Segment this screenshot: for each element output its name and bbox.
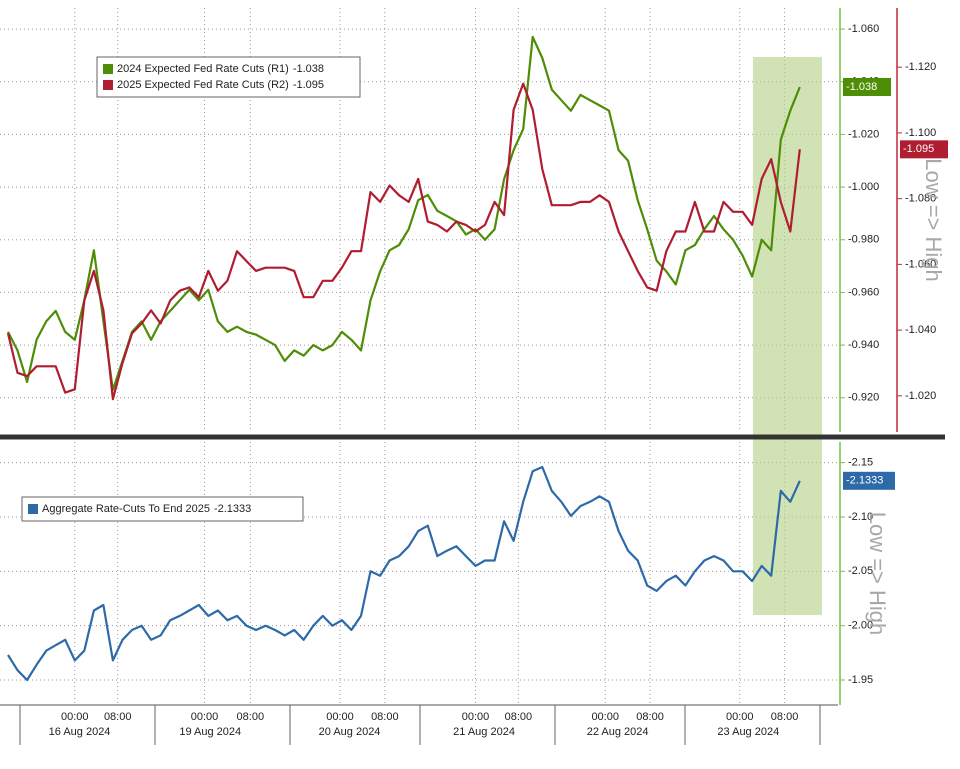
y-tick-label: -1.040 bbox=[905, 324, 936, 336]
y-tick-label: -1.020 bbox=[905, 390, 936, 402]
series-line bbox=[6, 82, 801, 401]
y-tick-label: -0.980 bbox=[848, 234, 879, 246]
x-tick-label: 08:00 bbox=[636, 711, 664, 723]
x-tick-label: 08:00 bbox=[104, 711, 132, 723]
x-tick-label: 00:00 bbox=[726, 711, 754, 723]
x-tick-label: 00:00 bbox=[462, 711, 490, 723]
x-tick-label: 08:00 bbox=[237, 711, 265, 723]
legend-box bbox=[96, 56, 361, 98]
last-value-label: -1.095 bbox=[903, 143, 934, 155]
series-line bbox=[7, 35, 801, 391]
y-tick-label: -1.95 bbox=[848, 674, 873, 686]
highlight-region bbox=[753, 57, 822, 615]
x-tick-label: 08:00 bbox=[371, 711, 399, 723]
last-value-tag bbox=[900, 140, 948, 159]
y-axis-note: Low => High bbox=[865, 512, 890, 636]
y-tick-label: -1.060 bbox=[848, 23, 879, 35]
y-tick-label: -1.020 bbox=[848, 128, 879, 140]
last-value-tag bbox=[843, 471, 895, 490]
x-date-label: 16 Aug 2024 bbox=[49, 726, 111, 738]
series-line bbox=[7, 465, 801, 682]
x-tick-label: 00:00 bbox=[191, 711, 219, 723]
y-axis-note: Low => High bbox=[921, 158, 946, 282]
y-tick-label: -1.080 bbox=[905, 193, 936, 205]
legend-value: -1.038 bbox=[293, 63, 324, 75]
y-tick-label: -2.15 bbox=[848, 457, 873, 469]
legend-swatch bbox=[103, 80, 113, 90]
last-value-tag bbox=[843, 78, 891, 97]
legend-box bbox=[21, 496, 304, 522]
lines-layer bbox=[6, 35, 801, 682]
annotation-layer: 00:00 08:00 00:00 08:00 00:00 08:00 00:00 08:00… bbox=[21, 8, 948, 738]
x-date-label: 20 Aug 2024 bbox=[319, 726, 381, 738]
x-tick-label: 08:00 bbox=[771, 711, 799, 723]
legend-name: Aggregate Rate-Cuts To End 2025 bbox=[42, 503, 210, 515]
legend-value: -2.1333 bbox=[214, 503, 251, 515]
y-tick-label: -1.060 bbox=[905, 258, 936, 270]
x-tick-label: 00:00 bbox=[326, 711, 354, 723]
y-tick-label: -2.00 bbox=[848, 620, 873, 632]
last-value-label: -2.1333 bbox=[846, 475, 883, 487]
x-date-label: 22 Aug 2024 bbox=[587, 726, 649, 738]
y-tick-label: -0.920 bbox=[848, 392, 879, 404]
y-tick-label: -0.960 bbox=[848, 286, 879, 298]
y-tick-label: -1.120 bbox=[905, 61, 936, 73]
y-tick-label: -0.940 bbox=[848, 339, 879, 351]
x-date-label: 21 Aug 2024 bbox=[453, 726, 515, 738]
y-tick-label: -1.000 bbox=[848, 181, 879, 193]
legend-label: 2025 Expected Fed Rate Cuts (R2) -1.095 bbox=[117, 79, 324, 91]
last-value-label: -1.038 bbox=[846, 81, 877, 93]
legend-label: 2024 Expected Fed Rate Cuts (R1) -1.038 bbox=[117, 63, 324, 75]
x-date-label: 23 Aug 2024 bbox=[717, 726, 779, 738]
legend-swatch bbox=[103, 64, 113, 74]
legend-value: -1.095 bbox=[293, 79, 324, 91]
legend-name: 2024 Expected Fed Rate Cuts (R1) bbox=[117, 63, 289, 75]
x-tick-label: 00:00 bbox=[61, 711, 89, 723]
y-tick-label: -1.100 bbox=[905, 127, 936, 139]
x-tick-label: 08:00 bbox=[505, 711, 533, 723]
y-tick-label: -2.05 bbox=[848, 565, 873, 577]
x-tick-label: 00:00 bbox=[591, 711, 619, 723]
legend-label: Aggregate Rate-Cuts To End 2025 -2.1333 bbox=[42, 503, 251, 515]
x-date-label: 19 Aug 2024 bbox=[179, 726, 241, 738]
legend-swatch bbox=[28, 504, 38, 514]
legend-name: 2025 Expected Fed Rate Cuts (R2) bbox=[117, 79, 289, 91]
y-tick-label: -2.10 bbox=[848, 511, 873, 523]
